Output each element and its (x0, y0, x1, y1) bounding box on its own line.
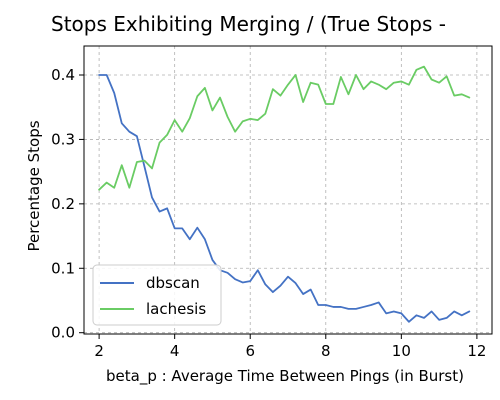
series-line-lachesis (98, 65, 471, 191)
y-tick-label: 0.3 (51, 130, 75, 148)
y-tick-label: 0.4 (51, 66, 75, 84)
series-line-dbscan (98, 74, 471, 323)
y-axis-label: Percentage Stops (25, 120, 43, 251)
series-lines (98, 65, 471, 323)
legend-label-lachesis: lachesis (146, 300, 206, 318)
y-tick-label: 0.1 (51, 259, 75, 277)
legend-label-dbscan: dbscan (146, 274, 200, 292)
legend: dbscan lachesis (92, 264, 222, 326)
x-tick-label: 6 (245, 342, 255, 360)
plot-frame (83, 45, 493, 335)
x-axis-label: beta_p : Average Time Between Pings (in … (106, 367, 464, 386)
y-tick-label: 0.0 (51, 324, 75, 342)
x-tick-label: 2 (94, 342, 104, 360)
tick-labels: 2 4 6 8 10 12 0.0 0.1 0.2 0.3 0.4 (51, 66, 486, 360)
chart-title: Stops Exhibiting Merging / (True Stops - (51, 12, 446, 36)
y-tick-label: 0.2 (51, 195, 75, 213)
x-tick-label: 8 (321, 342, 331, 360)
x-tick-label: 10 (392, 342, 411, 360)
x-tick-label: 12 (467, 342, 486, 360)
grid (84, 46, 492, 334)
x-tick-label: 4 (170, 342, 180, 360)
axes (79, 45, 493, 339)
